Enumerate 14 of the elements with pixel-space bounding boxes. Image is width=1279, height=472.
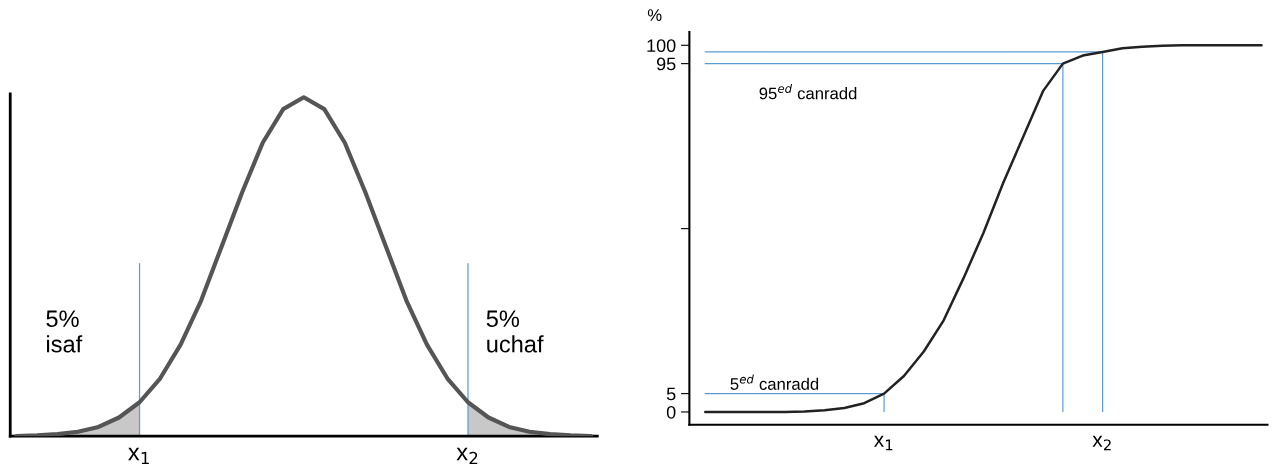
y-tick-label: 95 bbox=[656, 57, 676, 71]
annotation: 95$^{ed}$ canradd bbox=[759, 83, 857, 100]
line-series bbox=[704, 44, 1263, 414]
annotation: 5$^{ed}$ canradd bbox=[730, 374, 819, 390]
x-tick-label: x$_{2}$ bbox=[1092, 435, 1111, 451]
x-tick-label: x$_{1}$ bbox=[873, 435, 893, 451]
y-tick-label: 0 bbox=[666, 405, 676, 419]
x-tick-label: x$_{2}$ bbox=[456, 447, 478, 465]
annotation: 5% isaf bbox=[46, 310, 83, 353]
y-axis-title: % bbox=[647, 9, 662, 21]
y-tick-label: 100 bbox=[647, 39, 676, 53]
x-tick-label: x$_{1}$ bbox=[128, 447, 149, 465]
y-tick-label: 5 bbox=[666, 387, 676, 401]
annotation: 5% uchaf bbox=[486, 310, 544, 353]
